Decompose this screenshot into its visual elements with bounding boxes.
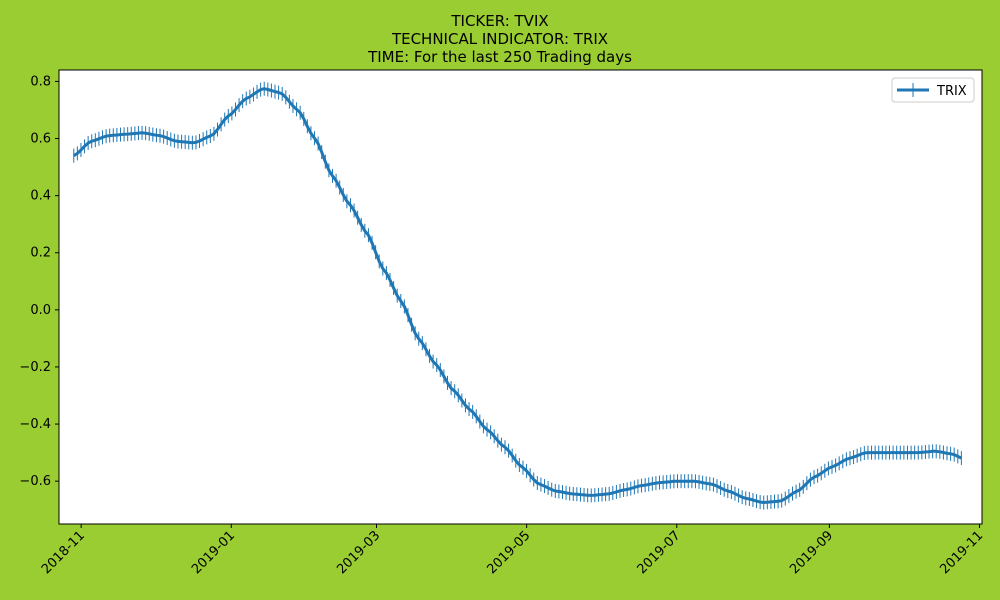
y-tick-label: −0.4 — [19, 417, 51, 432]
trix-series-line — [72, 87, 963, 504]
series-layer — [72, 81, 963, 510]
x-tick-label: 2019-05 — [484, 528, 533, 577]
x-axis: 2018-11 2019-01 2019-03 2019-05 2019-07 2019-… — [39, 524, 986, 577]
x-tick-label: 2019-07 — [635, 528, 684, 577]
legend: TRIX — [891, 77, 975, 103]
chart-title-ticker: TICKER: TVIX — [451, 12, 549, 30]
legend-label: TRIX — [936, 84, 967, 99]
y-axis: −0.6 −0.4 −0.2 0.0 0.2 0.4 0.6 0.8 — [19, 74, 59, 489]
y-tick-label: −0.6 — [19, 474, 51, 489]
y-tick-label: 0.4 — [30, 189, 51, 204]
trix-marker-group — [73, 81, 962, 510]
x-tick-label: 2018-11 — [39, 528, 88, 577]
x-tick-label: 2019-03 — [334, 528, 383, 577]
x-tick-label: 2019-09 — [787, 528, 836, 577]
y-tick-label: 0.2 — [30, 246, 51, 261]
x-tick-label: 2019-11 — [937, 528, 986, 577]
chart-title-indicator: TECHNICAL INDICATOR: TRIX — [391, 30, 609, 48]
x-tick-label: 2019-01 — [189, 528, 238, 577]
plot-area — [59, 70, 982, 524]
plot-frame — [58, 69, 983, 525]
y-tick-label: 0.0 — [30, 303, 51, 318]
y-tick-label: 0.8 — [30, 74, 51, 89]
chart-title-time: TIME: For the last 250 Trading days — [368, 48, 632, 66]
y-tick-label: 0.6 — [30, 132, 51, 147]
y-tick-label: −0.2 — [19, 360, 51, 375]
